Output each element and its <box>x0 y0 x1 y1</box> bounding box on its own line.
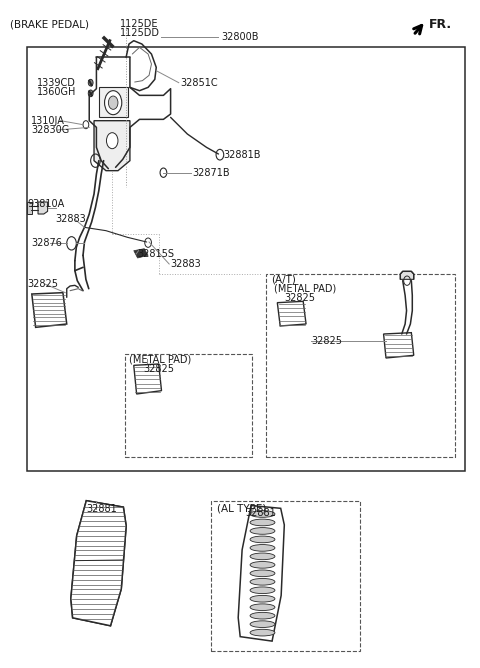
Ellipse shape <box>250 519 275 526</box>
Polygon shape <box>277 301 306 326</box>
Text: 93810A: 93810A <box>27 199 64 209</box>
Bar <box>266 274 456 458</box>
Circle shape <box>88 79 93 86</box>
Ellipse shape <box>250 629 275 636</box>
Polygon shape <box>71 501 126 626</box>
Text: 32883: 32883 <box>56 214 86 224</box>
Text: 1125DE: 1125DE <box>120 19 159 29</box>
Text: 32825: 32825 <box>284 293 315 303</box>
Polygon shape <box>384 333 414 358</box>
Text: 32876: 32876 <box>31 238 62 248</box>
Text: 32871B: 32871B <box>192 168 230 178</box>
Polygon shape <box>71 501 126 626</box>
Polygon shape <box>134 248 148 258</box>
Text: 32851C: 32851C <box>180 77 218 88</box>
Text: (METAL PAD): (METAL PAD) <box>129 354 191 364</box>
Text: 32881: 32881 <box>86 504 117 514</box>
Circle shape <box>107 133 118 149</box>
Text: 32881B: 32881B <box>223 150 261 160</box>
Text: 32815S: 32815S <box>137 249 174 259</box>
Text: FR.: FR. <box>429 17 452 31</box>
Ellipse shape <box>250 578 275 585</box>
Text: (A/T): (A/T) <box>271 275 296 285</box>
Text: 1310JA: 1310JA <box>31 116 65 126</box>
Text: 32825: 32825 <box>27 279 58 289</box>
Polygon shape <box>134 364 161 394</box>
Text: 32883: 32883 <box>170 259 201 269</box>
Ellipse shape <box>250 562 275 568</box>
Circle shape <box>108 96 118 110</box>
Text: 32881: 32881 <box>246 508 276 518</box>
Polygon shape <box>238 506 284 641</box>
Circle shape <box>105 91 122 115</box>
Ellipse shape <box>250 604 275 611</box>
Bar <box>125 354 252 458</box>
Text: 32830G: 32830G <box>31 125 69 135</box>
Ellipse shape <box>250 621 275 627</box>
Text: 32825: 32825 <box>312 335 343 345</box>
Text: 1339CD: 1339CD <box>36 77 75 88</box>
Polygon shape <box>32 293 67 327</box>
Ellipse shape <box>250 587 275 594</box>
Ellipse shape <box>250 613 275 619</box>
Bar <box>27 47 465 471</box>
Ellipse shape <box>250 528 275 534</box>
Ellipse shape <box>250 570 275 576</box>
Circle shape <box>88 90 93 97</box>
Polygon shape <box>38 202 48 214</box>
Polygon shape <box>400 271 414 279</box>
Text: (AL TYPE): (AL TYPE) <box>217 504 266 514</box>
Ellipse shape <box>250 553 275 560</box>
Circle shape <box>216 150 224 160</box>
Polygon shape <box>99 88 128 118</box>
Polygon shape <box>94 121 130 171</box>
Text: 32800B: 32800B <box>221 32 258 42</box>
Ellipse shape <box>250 536 275 542</box>
Text: 32825: 32825 <box>144 363 174 373</box>
Ellipse shape <box>250 510 275 517</box>
Text: 1360GH: 1360GH <box>36 87 76 97</box>
Polygon shape <box>27 202 32 214</box>
Ellipse shape <box>250 544 275 551</box>
Ellipse shape <box>250 595 275 602</box>
Text: 1125DD: 1125DD <box>120 27 160 37</box>
Bar <box>211 500 360 651</box>
Text: (METAL PAD): (METAL PAD) <box>275 284 336 294</box>
Text: (BRAKE PEDAL): (BRAKE PEDAL) <box>10 19 89 29</box>
